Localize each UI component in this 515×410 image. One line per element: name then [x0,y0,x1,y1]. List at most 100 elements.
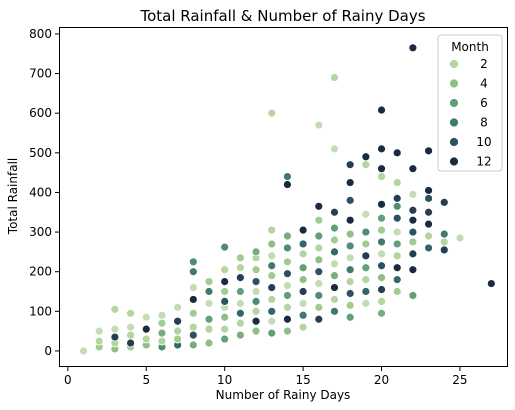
points-layer [79,43,496,356]
legend-entry: 4 [449,77,488,91]
data-point [408,190,418,199]
data-point [157,310,167,320]
data-point [361,275,371,285]
data-point [345,160,355,170]
data-point [377,164,386,174]
x-tick-label: 10 [217,373,232,387]
data-point [126,338,135,348]
data-point [377,144,386,154]
data-point [298,287,308,296]
data-point [283,326,292,336]
y-tick-label: 400 [29,185,52,199]
legend-marker [449,59,459,69]
data-point [377,225,386,235]
legend-entry: 12 [449,155,492,169]
y-tick-label: 600 [29,106,52,120]
legend-entry: 8 [449,116,488,130]
data-point [361,227,371,237]
data-point [251,277,261,287]
data-point [235,330,245,340]
data-point [188,295,198,304]
data-point [361,287,371,296]
data-point [251,297,261,306]
data-point [251,265,261,275]
data-point [408,164,418,174]
data-point [330,207,339,217]
data-point [298,225,308,235]
data-point [330,271,339,281]
data-point [251,306,261,316]
x-tick-label: 25 [452,373,467,387]
data-point [314,215,324,225]
data-point [220,287,230,296]
data-point [424,243,433,253]
data-point [486,279,496,288]
data-point [361,298,371,308]
data-point [330,73,339,82]
data-point [377,273,386,283]
data-point [94,326,104,336]
data-point [408,43,418,53]
data-point [330,247,339,257]
data-point [377,261,386,271]
y-tick-label: 700 [29,67,52,81]
legend-label: 2 [480,57,488,71]
legend-box [437,34,503,172]
data-point [361,152,371,162]
data-point [408,215,418,225]
data-point [267,225,277,235]
data-point [392,178,402,187]
data-point [157,328,167,338]
data-point [283,302,292,312]
data-point [345,195,355,205]
data-point [408,265,418,275]
data-point [298,322,308,332]
data-point [314,120,324,130]
data-point [267,271,277,281]
data-point [188,308,198,318]
data-point [283,291,292,300]
data-point [424,146,433,156]
x-axis-label: Number of Rainy Days [216,388,351,402]
data-point [126,308,135,318]
data-point [188,340,198,350]
data-point [220,312,230,322]
legend-label: 8 [480,116,488,130]
legend-label: 4 [480,77,488,91]
data-point [267,306,277,316]
data-point [392,275,402,285]
legend: Month 2 4 6 8 10 12 [437,34,503,172]
data-point [361,263,371,273]
data-point [345,215,355,225]
data-point [283,314,292,324]
data-point [220,277,230,287]
data-point [330,223,339,233]
data-point [283,172,292,181]
data-point [361,209,371,219]
data-point [188,330,198,340]
data-point [345,241,355,251]
data-point [220,334,230,344]
data-point [220,242,230,252]
data-point [173,334,183,344]
x-tick-label: 0 [64,373,72,387]
data-point [267,283,277,292]
data-point [408,237,418,247]
data-point [298,263,308,273]
data-point [94,336,104,346]
data-point [298,249,308,259]
data-point [377,237,386,247]
data-point [392,251,402,261]
data-point [345,253,355,263]
data-point [392,148,402,158]
data-point [424,207,433,217]
data-point [283,180,292,189]
data-point [439,229,449,239]
legend-marker [449,137,459,147]
data-point [110,324,120,334]
legend-entry: 6 [449,96,488,110]
data-point [330,283,339,292]
data-point [377,213,386,223]
data-point [110,332,120,342]
data-point [235,273,245,283]
